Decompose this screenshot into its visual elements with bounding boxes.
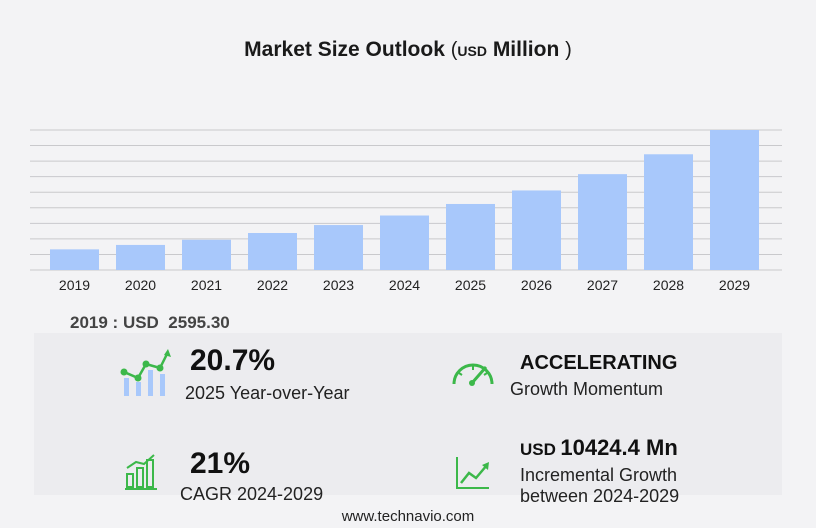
speedometer-icon <box>452 363 494 386</box>
bar-2023 <box>314 225 363 270</box>
bar-2025 <box>446 203 495 270</box>
title-main: Market Size Outlook <box>244 38 445 61</box>
trend-line-icon <box>456 457 489 489</box>
bar-2027 <box>578 174 627 270</box>
baseline-currency: USD <box>122 313 159 332</box>
kpi-cagr-value: 21% <box>190 447 251 480</box>
bar-2028 <box>644 154 693 270</box>
baseline-year: 2019 <box>70 313 108 332</box>
x-tick-label: 2028 <box>653 277 684 293</box>
kpi-yoy-value: 20.7% <box>190 344 276 377</box>
kpi-incremental: USD 10424.4 Mn <box>520 435 678 461</box>
kpi-cagr-label: CAGR 2024-2029 <box>180 484 324 504</box>
baseline-number: 2595.30 <box>168 313 230 332</box>
bar-2024 <box>380 215 429 270</box>
x-tick-label: 2023 <box>323 277 354 293</box>
x-tick-label: 2022 <box>257 277 288 293</box>
title-paren-close: ) <box>565 39 572 61</box>
title-unit-big: Million <box>492 38 560 61</box>
x-tick-label: 2025 <box>455 277 486 293</box>
x-tick-label: 2020 <box>125 277 156 293</box>
x-tick-label: 2029 <box>719 277 750 293</box>
chart-title: Market Size Outlook (USD Million ) <box>0 38 816 62</box>
bar-2020 <box>116 244 165 270</box>
bar-2019 <box>50 249 99 270</box>
kpi-incr-currency: USD <box>520 440 556 459</box>
x-tick-label: 2019 <box>59 277 90 293</box>
bar-2021 <box>182 239 231 270</box>
bar-chart: 2019 2020 2021 2022 2023 2024 2025 2026 2027 2028… <box>30 129 782 293</box>
growth-chart-icon <box>120 349 171 396</box>
kpi-momentum: ACCELERATING <box>520 352 677 375</box>
kpi-incr-label-1: Incremental Growth <box>520 465 678 485</box>
kpi-panel <box>34 333 782 495</box>
kpi-yoy-caption: 2025 Year-over-Year <box>185 383 349 404</box>
kpi-yoy: 20.7% <box>190 344 275 378</box>
kpi-momentum-label: Growth Momentum <box>510 379 664 399</box>
title-unit-small: USD <box>457 43 487 59</box>
x-tick-label: 2027 <box>587 277 618 293</box>
kpi-cagr-caption: CAGR 2024-2029 <box>180 484 323 505</box>
kpi-momentum-value: ACCELERATING <box>520 352 678 374</box>
title-paren-open: ( <box>450 39 458 61</box>
x-tick-label: 2024 <box>389 277 420 293</box>
baseline-sep: : <box>107 313 123 332</box>
x-tick-label: 2026 <box>521 277 552 293</box>
x-tick-label: 2021 <box>191 277 222 293</box>
bar-2029 <box>710 130 759 270</box>
bar-2022 <box>248 233 297 270</box>
bar-growth-icon <box>125 454 157 490</box>
kpi-yoy-label: 2025 Year-over-Year <box>185 383 350 403</box>
kpi-cagr: 21% <box>190 447 250 481</box>
kpi-incremental-caption: Incremental Growth between 2024-2029 <box>520 465 679 507</box>
kpi-incr-value: 10424.4 Mn <box>560 435 678 460</box>
kpi-momentum-caption: Growth Momentum <box>510 379 663 400</box>
footer-url[interactable]: www.technavio.com <box>341 508 475 525</box>
bar-2026 <box>512 190 561 270</box>
baseline-value: 2019 : USD 2595.30 <box>70 313 230 333</box>
kpi-incr-label-2: between 2024-2029 <box>520 486 680 506</box>
